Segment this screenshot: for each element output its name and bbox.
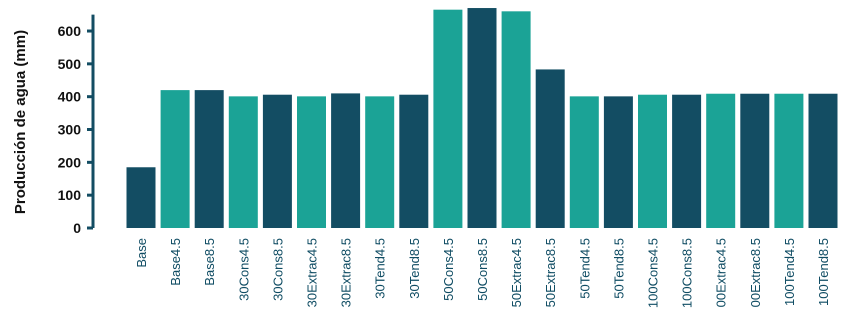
bar-30Tend4.5 [365,96,395,228]
x-tick-label: 50Cons8.5 [475,238,490,301]
y-tick-label: 500 [58,56,82,72]
bars [126,8,838,229]
bar-00Extrac4.5 [706,93,736,228]
y-tick-label: 300 [58,122,82,138]
bar-50Cons4.5 [433,9,463,229]
y-tick-label: 0 [73,220,81,236]
bar-30Cons8.5 [262,94,292,228]
x-tick-label: 30Tend4.5 [373,238,388,299]
y-tick-label: 600 [58,23,82,39]
bar-100Tend4.5 [774,93,804,228]
x-tick-label: 30Extrac8.5 [339,238,354,307]
x-tick-label: 30Extrac4.5 [305,238,320,307]
bar-30Cons4.5 [228,96,258,228]
y-tick-label: 200 [58,154,82,170]
x-tick-label: 30Cons8.5 [270,238,285,301]
x-tick-label: 100Tend4.5 [782,238,797,306]
bar-Base8.5 [194,90,224,228]
y-tick-label: 100 [58,187,82,203]
x-tick-label: 100Tend8.5 [816,238,831,306]
bar-50Cons8.5 [467,8,497,228]
bar-30Extrac8.5 [331,93,361,228]
bar-100Cons8.5 [672,94,702,228]
y-tick-label: 400 [58,89,82,105]
x-tick-label: 00Extrac4.5 [714,238,729,307]
y-axis: 0 100 200 300 400 500 600 [58,14,95,236]
y-axis-title: Producción de agua (mm) [12,30,29,214]
bar-100Tend8.5 [808,93,838,228]
bar-Base4.5 [160,90,190,228]
x-tick-label: 30Tend8.5 [407,238,422,299]
bar-50Extrac4.5 [501,11,531,228]
x-tick-label: 100Cons4.5 [646,238,661,308]
x-tick-label: 30Cons4.5 [236,238,251,301]
x-tick-label: 50Extrac8.5 [543,238,558,307]
x-tick-label: 50Cons4.5 [441,238,456,301]
bar-100Cons4.5 [638,94,667,228]
bar-30Tend8.5 [399,94,429,228]
bar-50Extrac8.5 [535,69,565,229]
x-tick-label: Base8.5 [202,238,217,286]
bar-50Tend4.5 [569,96,599,228]
x-tick-label: 50Extrac4.5 [509,238,524,307]
x-tick-label: 50Tend8.5 [611,238,626,299]
bar-Base [126,167,156,228]
bar-50Tend8.5 [603,96,633,228]
x-tick-label: Base [134,238,149,268]
x-tick-label: 100Cons8.5 [680,238,695,308]
x-tick-label: 50Tend4.5 [577,238,592,299]
x-tick-label: 00Extrac8.5 [748,238,763,307]
x-axis-labels: Base Base4.5 Base8.5 30Cons4.5 30Cons8.5 30Ex… [134,238,831,308]
x-tick-label: Base4.5 [168,238,183,286]
bar-00Extrac8.5 [740,93,770,228]
bar-30Extrac4.5 [297,96,326,228]
